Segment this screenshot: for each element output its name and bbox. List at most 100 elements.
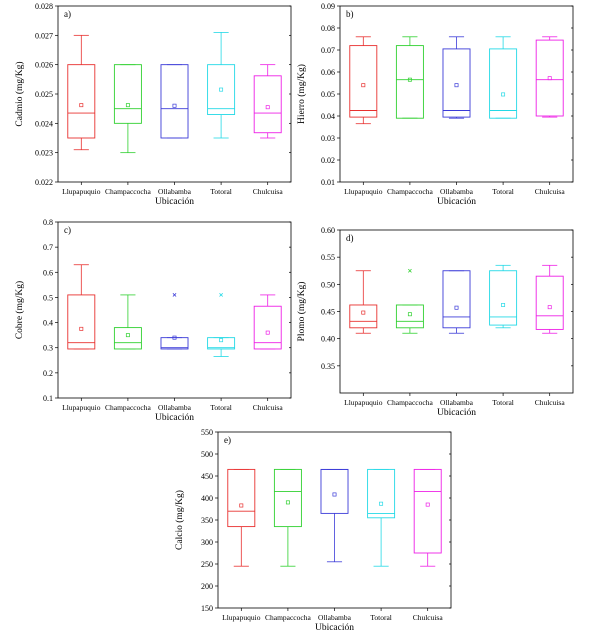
y-tick-label: 200 — [201, 582, 213, 591]
iqr-box — [207, 64, 236, 115]
iqr-box — [395, 45, 424, 119]
box-llupapuquio — [67, 264, 96, 350]
mean-marker — [125, 103, 130, 108]
panel-d: 0.35 0.40 0.45 0.50 0.55 0.60 Llupapuquio Champ… — [296, 226, 574, 418]
y-tick-label: 0.023 — [35, 149, 53, 158]
category-label: Chulcuisa — [413, 613, 444, 622]
category-label: Llupapuquio — [222, 613, 261, 622]
category-label: Llupapuquio — [344, 187, 383, 196]
plot-frame — [57, 221, 292, 399]
panel-label: e) — [224, 435, 231, 445]
iqr-box — [67, 294, 96, 350]
box-llupapuquio — [67, 34, 96, 151]
y-axis-title: Cadmio (mg/Kg) — [14, 61, 25, 126]
box-chulcuisa — [253, 294, 282, 350]
panel-label: a) — [64, 9, 71, 19]
iqr-box — [320, 468, 349, 514]
y-tick-label: 0.03 — [321, 134, 335, 143]
mean-marker — [547, 305, 552, 310]
panel-label: d) — [346, 233, 354, 243]
outlier-marker — [408, 268, 412, 273]
x-axis-title: Ubicación — [437, 197, 476, 207]
box-totoral — [367, 468, 396, 567]
y-tick-label: 0.8 — [43, 218, 53, 227]
mean-marker — [332, 492, 337, 497]
iqr-box — [535, 275, 564, 330]
category-label: Champaccocha — [387, 187, 433, 196]
mean-marker — [501, 303, 506, 307]
iqr-box — [160, 64, 189, 139]
y-tick-label: 250 — [201, 560, 213, 569]
y-tick-label: 0.2 — [43, 369, 53, 378]
y-tick-label: 0.05 — [321, 90, 335, 99]
category-label: Totoral — [370, 613, 392, 622]
y-tick-label: 0.7 — [43, 243, 53, 252]
box-totoral — [489, 36, 518, 119]
category-label: Ollabamba — [158, 403, 192, 412]
mean-marker — [547, 76, 552, 81]
y-tick-label: 0.01 — [321, 178, 335, 187]
box-chulcuisa — [413, 468, 442, 567]
mean-marker — [239, 503, 244, 508]
box-chulcuisa — [535, 264, 564, 334]
iqr-box — [349, 45, 378, 118]
category-label: Champaccocha — [387, 398, 433, 407]
iqr-box — [67, 64, 96, 139]
category-label: Ollabamba — [318, 613, 352, 622]
y-tick-label: 0.026 — [35, 61, 53, 70]
mean-marker — [265, 330, 270, 335]
category-label: Ollabamba — [440, 398, 474, 407]
y-tick-label: 0.60 — [321, 226, 335, 235]
mean-marker — [425, 502, 430, 507]
panel-b: 0.01 0.02 0.03 0.04 0.05 0.06 0.07 0.08 0.09 Llup… — [296, 2, 574, 207]
box-ollabamba — [160, 293, 189, 350]
y-tick-label: 0.025 — [35, 90, 53, 99]
mean-marker — [79, 103, 84, 108]
y-tick-label: 150 — [201, 604, 213, 613]
y-tick-label: 0.028 — [35, 2, 53, 11]
plot-frame — [339, 229, 574, 394]
x-axis-title: Ubicación — [315, 623, 354, 633]
y-tick-label: 0.45 — [321, 308, 335, 317]
y-tick-label: 450 — [201, 472, 213, 481]
iqr-box — [442, 270, 471, 329]
category-label: Champaccocha — [265, 613, 311, 622]
y-tick-label: 0.02 — [321, 156, 335, 165]
category-label: Champaccocha — [105, 403, 151, 412]
iqr-box — [207, 337, 236, 350]
y-tick-label: 0.09 — [321, 2, 335, 11]
mean-marker — [361, 310, 366, 315]
plot-frame — [339, 5, 574, 183]
x-axis-title: Ubicación — [155, 197, 194, 207]
outlier-marker — [172, 293, 177, 297]
box-llupapuquio — [349, 36, 378, 125]
box-ollabamba — [320, 468, 349, 563]
mean-marker — [407, 77, 412, 82]
box-chulcuisa — [535, 36, 564, 118]
y-tick-label: 500 — [201, 450, 213, 459]
iqr-box — [113, 327, 142, 350]
mean-marker — [454, 305, 459, 310]
y-tick-label: 0.5 — [43, 293, 53, 302]
y-tick-label: 0.027 — [35, 31, 53, 40]
y-tick-label: 0.1 — [43, 394, 53, 403]
box-champaccocha — [395, 268, 424, 334]
y-tick-label: 300 — [201, 538, 213, 547]
category-label: Chulcuisa — [535, 398, 566, 407]
iqr-box — [273, 468, 302, 528]
box-totoral — [207, 32, 236, 139]
iqr-box — [367, 468, 396, 519]
category-label: Totoral — [492, 398, 514, 407]
box-champaccocha — [395, 36, 424, 119]
y-tick-label: 0.35 — [321, 362, 335, 371]
iqr-box — [395, 304, 424, 329]
mean-marker — [219, 338, 224, 343]
y-tick-label: 0.6 — [43, 268, 53, 277]
box-totoral — [207, 293, 236, 357]
y-tick-label: 0.3 — [43, 344, 53, 353]
y-tick-label: 350 — [201, 516, 213, 525]
y-axis-title: Hierro (mg/Kg) — [296, 64, 307, 124]
y-axis-title: Cobre (mg/Kg) — [14, 281, 25, 339]
iqr-box — [227, 468, 256, 528]
panel-e: 150 200 250 300 350 400 450 500 550 Llupapuquio Ch… — [174, 428, 452, 633]
